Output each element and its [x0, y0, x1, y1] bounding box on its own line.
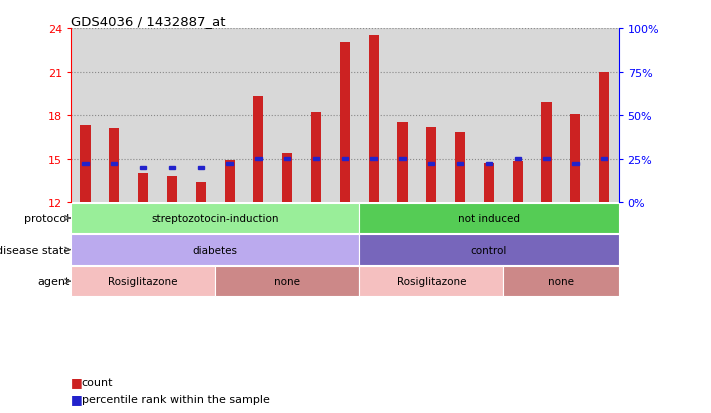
- Bar: [282, 153, 292, 203]
- Text: control: control: [471, 245, 507, 255]
- Bar: [457, 163, 464, 166]
- Text: none: none: [548, 277, 574, 287]
- Bar: [543, 158, 550, 161]
- Bar: [359, 203, 619, 234]
- Bar: [428, 163, 434, 166]
- Text: ■: ■: [71, 392, 83, 405]
- Bar: [542, 103, 552, 203]
- Bar: [486, 163, 492, 166]
- Text: streptozotocin-induction: streptozotocin-induction: [151, 214, 279, 223]
- Text: percentile rank within the sample: percentile rank within the sample: [82, 394, 269, 404]
- Bar: [138, 173, 148, 203]
- Text: Rosiglitazone: Rosiglitazone: [108, 277, 178, 287]
- Bar: [111, 163, 117, 166]
- Bar: [226, 163, 232, 166]
- Text: diabetes: diabetes: [193, 245, 237, 255]
- Bar: [515, 158, 521, 161]
- Bar: [359, 266, 503, 297]
- Bar: [397, 123, 407, 203]
- Text: not induced: not induced: [458, 214, 520, 223]
- Bar: [599, 72, 609, 203]
- Bar: [484, 164, 494, 203]
- Bar: [601, 158, 607, 161]
- Bar: [109, 129, 119, 203]
- Bar: [311, 113, 321, 203]
- Bar: [253, 97, 264, 203]
- Bar: [71, 203, 359, 234]
- Text: Rosiglitazone: Rosiglitazone: [397, 277, 466, 287]
- Bar: [513, 162, 523, 203]
- Bar: [80, 126, 90, 203]
- Bar: [342, 158, 348, 161]
- Bar: [225, 161, 235, 203]
- Bar: [196, 183, 205, 203]
- Bar: [82, 163, 89, 166]
- Bar: [71, 266, 215, 297]
- Bar: [400, 158, 406, 161]
- Bar: [167, 177, 177, 203]
- Bar: [455, 133, 465, 203]
- Bar: [140, 166, 146, 169]
- Bar: [570, 114, 580, 203]
- Text: count: count: [82, 377, 113, 387]
- Bar: [169, 166, 175, 169]
- Bar: [359, 235, 619, 265]
- Text: disease state: disease state: [0, 245, 70, 255]
- Bar: [255, 158, 262, 161]
- Bar: [198, 166, 204, 169]
- Bar: [284, 158, 290, 161]
- Bar: [426, 127, 437, 203]
- Bar: [71, 235, 359, 265]
- Bar: [215, 266, 359, 297]
- Text: ■: ■: [71, 375, 83, 389]
- Bar: [503, 266, 619, 297]
- Bar: [368, 36, 379, 203]
- Bar: [370, 158, 377, 161]
- Bar: [572, 163, 579, 166]
- Text: protocol: protocol: [24, 214, 70, 223]
- Bar: [313, 158, 319, 161]
- Text: none: none: [274, 277, 300, 287]
- Text: GDS4036 / 1432887_at: GDS4036 / 1432887_at: [71, 15, 225, 28]
- Bar: [340, 43, 350, 203]
- Text: agent: agent: [37, 277, 70, 287]
